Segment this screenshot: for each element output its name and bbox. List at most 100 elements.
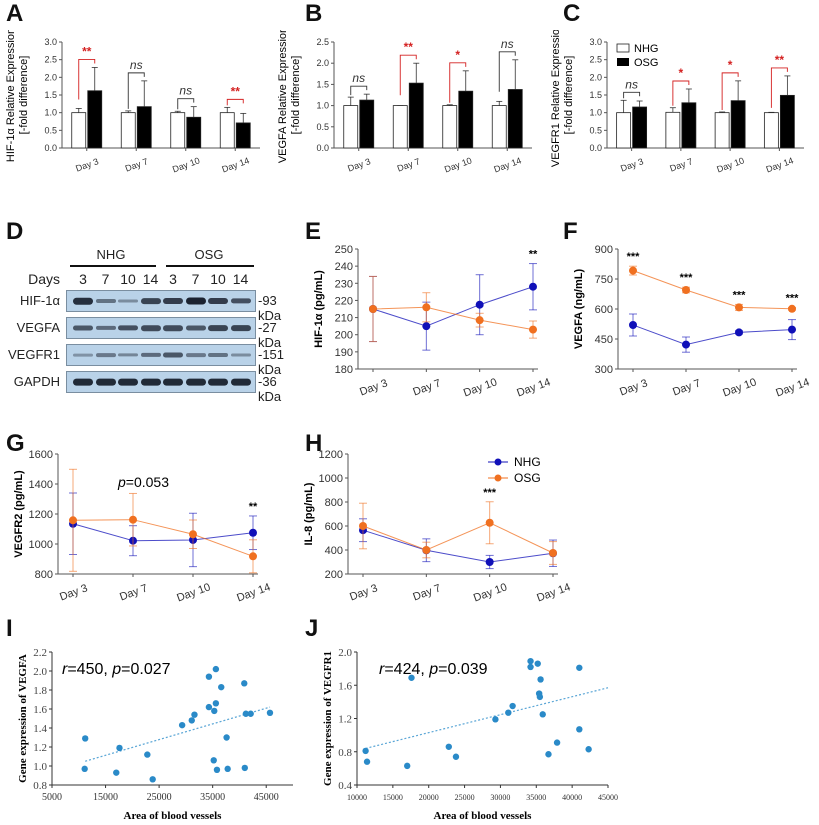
blot-band	[208, 325, 228, 331]
scatter-point	[212, 665, 220, 673]
blot-band	[208, 378, 228, 386]
y-axis-label: HIF-1α (pg/mL)	[313, 270, 325, 348]
annotation-part: =424,	[384, 661, 429, 678]
blot-band	[185, 378, 206, 386]
scatter-point	[553, 739, 561, 746]
scatter-point	[362, 747, 369, 755]
x-tick-label: Day 10	[472, 581, 509, 604]
significance-bracket	[226, 98, 244, 106]
y-tick-label: 400	[325, 545, 343, 557]
blot-days-label: Days	[28, 271, 60, 287]
significance-label: ***	[680, 272, 694, 284]
y-tick-label: 210	[335, 313, 353, 325]
data-point-osg	[359, 522, 367, 530]
blot-group-osg-line	[166, 265, 254, 267]
x-axis-label: Area of blood vessels	[124, 810, 223, 822]
blot-row-label: VEGFA	[16, 320, 60, 335]
x-tick-label: 45000	[598, 793, 618, 802]
significance-bracket	[623, 91, 641, 99]
scatter-point	[188, 717, 195, 724]
scatter-point	[452, 753, 460, 760]
blot-lane-label: 3	[79, 271, 87, 287]
y-tick-label: 1000	[29, 539, 53, 551]
x-tick-label: Day 3	[74, 156, 100, 173]
panel-letter-c: C	[563, 0, 581, 27]
bar-nhg	[71, 112, 87, 149]
y-tick-label: 240	[335, 261, 353, 273]
y-tick-label: 0.5	[44, 125, 57, 135]
series-line-nhg	[372, 286, 534, 327]
blot-band	[185, 325, 206, 331]
significance-label: *	[679, 66, 684, 80]
x-tick-label: Day 7	[411, 377, 442, 398]
bar-nhg	[170, 112, 186, 149]
y-tick-label: 2.0	[44, 72, 57, 82]
significance-label: ns	[352, 71, 365, 85]
y-tick-label: 1.6	[33, 704, 47, 716]
x-tick-label: Day 7	[118, 582, 149, 603]
x-tick-label: Day 7	[396, 156, 422, 173]
bar-nhg	[616, 112, 632, 149]
blot-row-label: VEGFR1	[7, 347, 60, 362]
panel-letter-b: B	[305, 0, 323, 27]
blot-strip	[66, 317, 256, 339]
scatter-point	[218, 683, 225, 691]
y-tick-label: 450	[595, 334, 613, 346]
blot-band	[208, 353, 228, 357]
series-line-osg	[372, 306, 534, 331]
blot-band	[118, 325, 138, 331]
significance-bracket	[770, 67, 788, 108]
data-point-osg	[788, 304, 796, 313]
y-axis-label-group: VEGFR1 Relative Expression [-fold differe…	[550, 30, 575, 167]
blot-band	[230, 325, 251, 331]
y-tick-label: 190	[335, 347, 353, 359]
y-tick-label: 0.5	[589, 125, 602, 135]
bar-osg	[779, 94, 795, 149]
bar-nhg	[714, 112, 730, 149]
blot-strip	[66, 371, 256, 393]
scatter-point	[224, 765, 231, 773]
legend-swatch-osg	[617, 58, 629, 66]
blot-lane-label: 14	[232, 271, 249, 287]
series-line-osg	[632, 270, 793, 310]
blot-lane-label: 10	[120, 271, 136, 287]
x-tick-label: Day 10	[721, 376, 758, 399]
blot-row-label: GAPDH	[13, 374, 60, 389]
legend-label-nhg: NHG	[514, 455, 541, 469]
y-tick-label: 750	[595, 274, 613, 286]
y-tick-label: 200	[335, 330, 353, 342]
bar-osg	[235, 122, 251, 149]
data-point-nhg	[475, 300, 484, 309]
x-tick-label: Day 3	[346, 156, 372, 173]
legend-swatch-nhg	[616, 43, 630, 53]
legend-label-osg: OSG	[634, 57, 658, 69]
bar-osg	[681, 102, 697, 149]
y-tick-label: 300	[595, 364, 613, 376]
bar-osg	[632, 106, 648, 149]
blot-band	[95, 299, 116, 303]
x-tick-label: 25000	[147, 792, 172, 803]
x-tick-label: Day 14	[515, 376, 552, 399]
annotation-part: p	[428, 661, 438, 678]
scatter-point	[242, 710, 250, 717]
panel-letter-j: J	[305, 615, 319, 642]
x-tick-label: Day 7	[671, 377, 702, 398]
panel-letter-a: A	[6, 0, 24, 27]
y-tick-label: 800	[325, 497, 343, 509]
significance-bracket	[127, 72, 145, 109]
blot-group-nhg-line	[70, 265, 156, 267]
blot-kda-label: -93 kDa	[258, 293, 282, 323]
significance-bracket	[399, 54, 417, 96]
y-axis-label: Gene expression of VEGFA	[17, 654, 29, 783]
legend-label-nhg: NHG	[634, 43, 658, 55]
data-point-osg	[735, 303, 743, 312]
y-tick-label: 0.8	[33, 780, 47, 792]
y-tick-label: 2.0	[316, 58, 329, 68]
y-tick-label: 200	[325, 569, 343, 581]
x-tick-label: Day 3	[348, 582, 379, 603]
blot-band	[185, 353, 206, 357]
bar-nhg	[665, 111, 681, 149]
scatter-point	[210, 757, 217, 764]
blot-band	[73, 325, 93, 331]
x-tick-label: Day 10	[175, 581, 212, 604]
